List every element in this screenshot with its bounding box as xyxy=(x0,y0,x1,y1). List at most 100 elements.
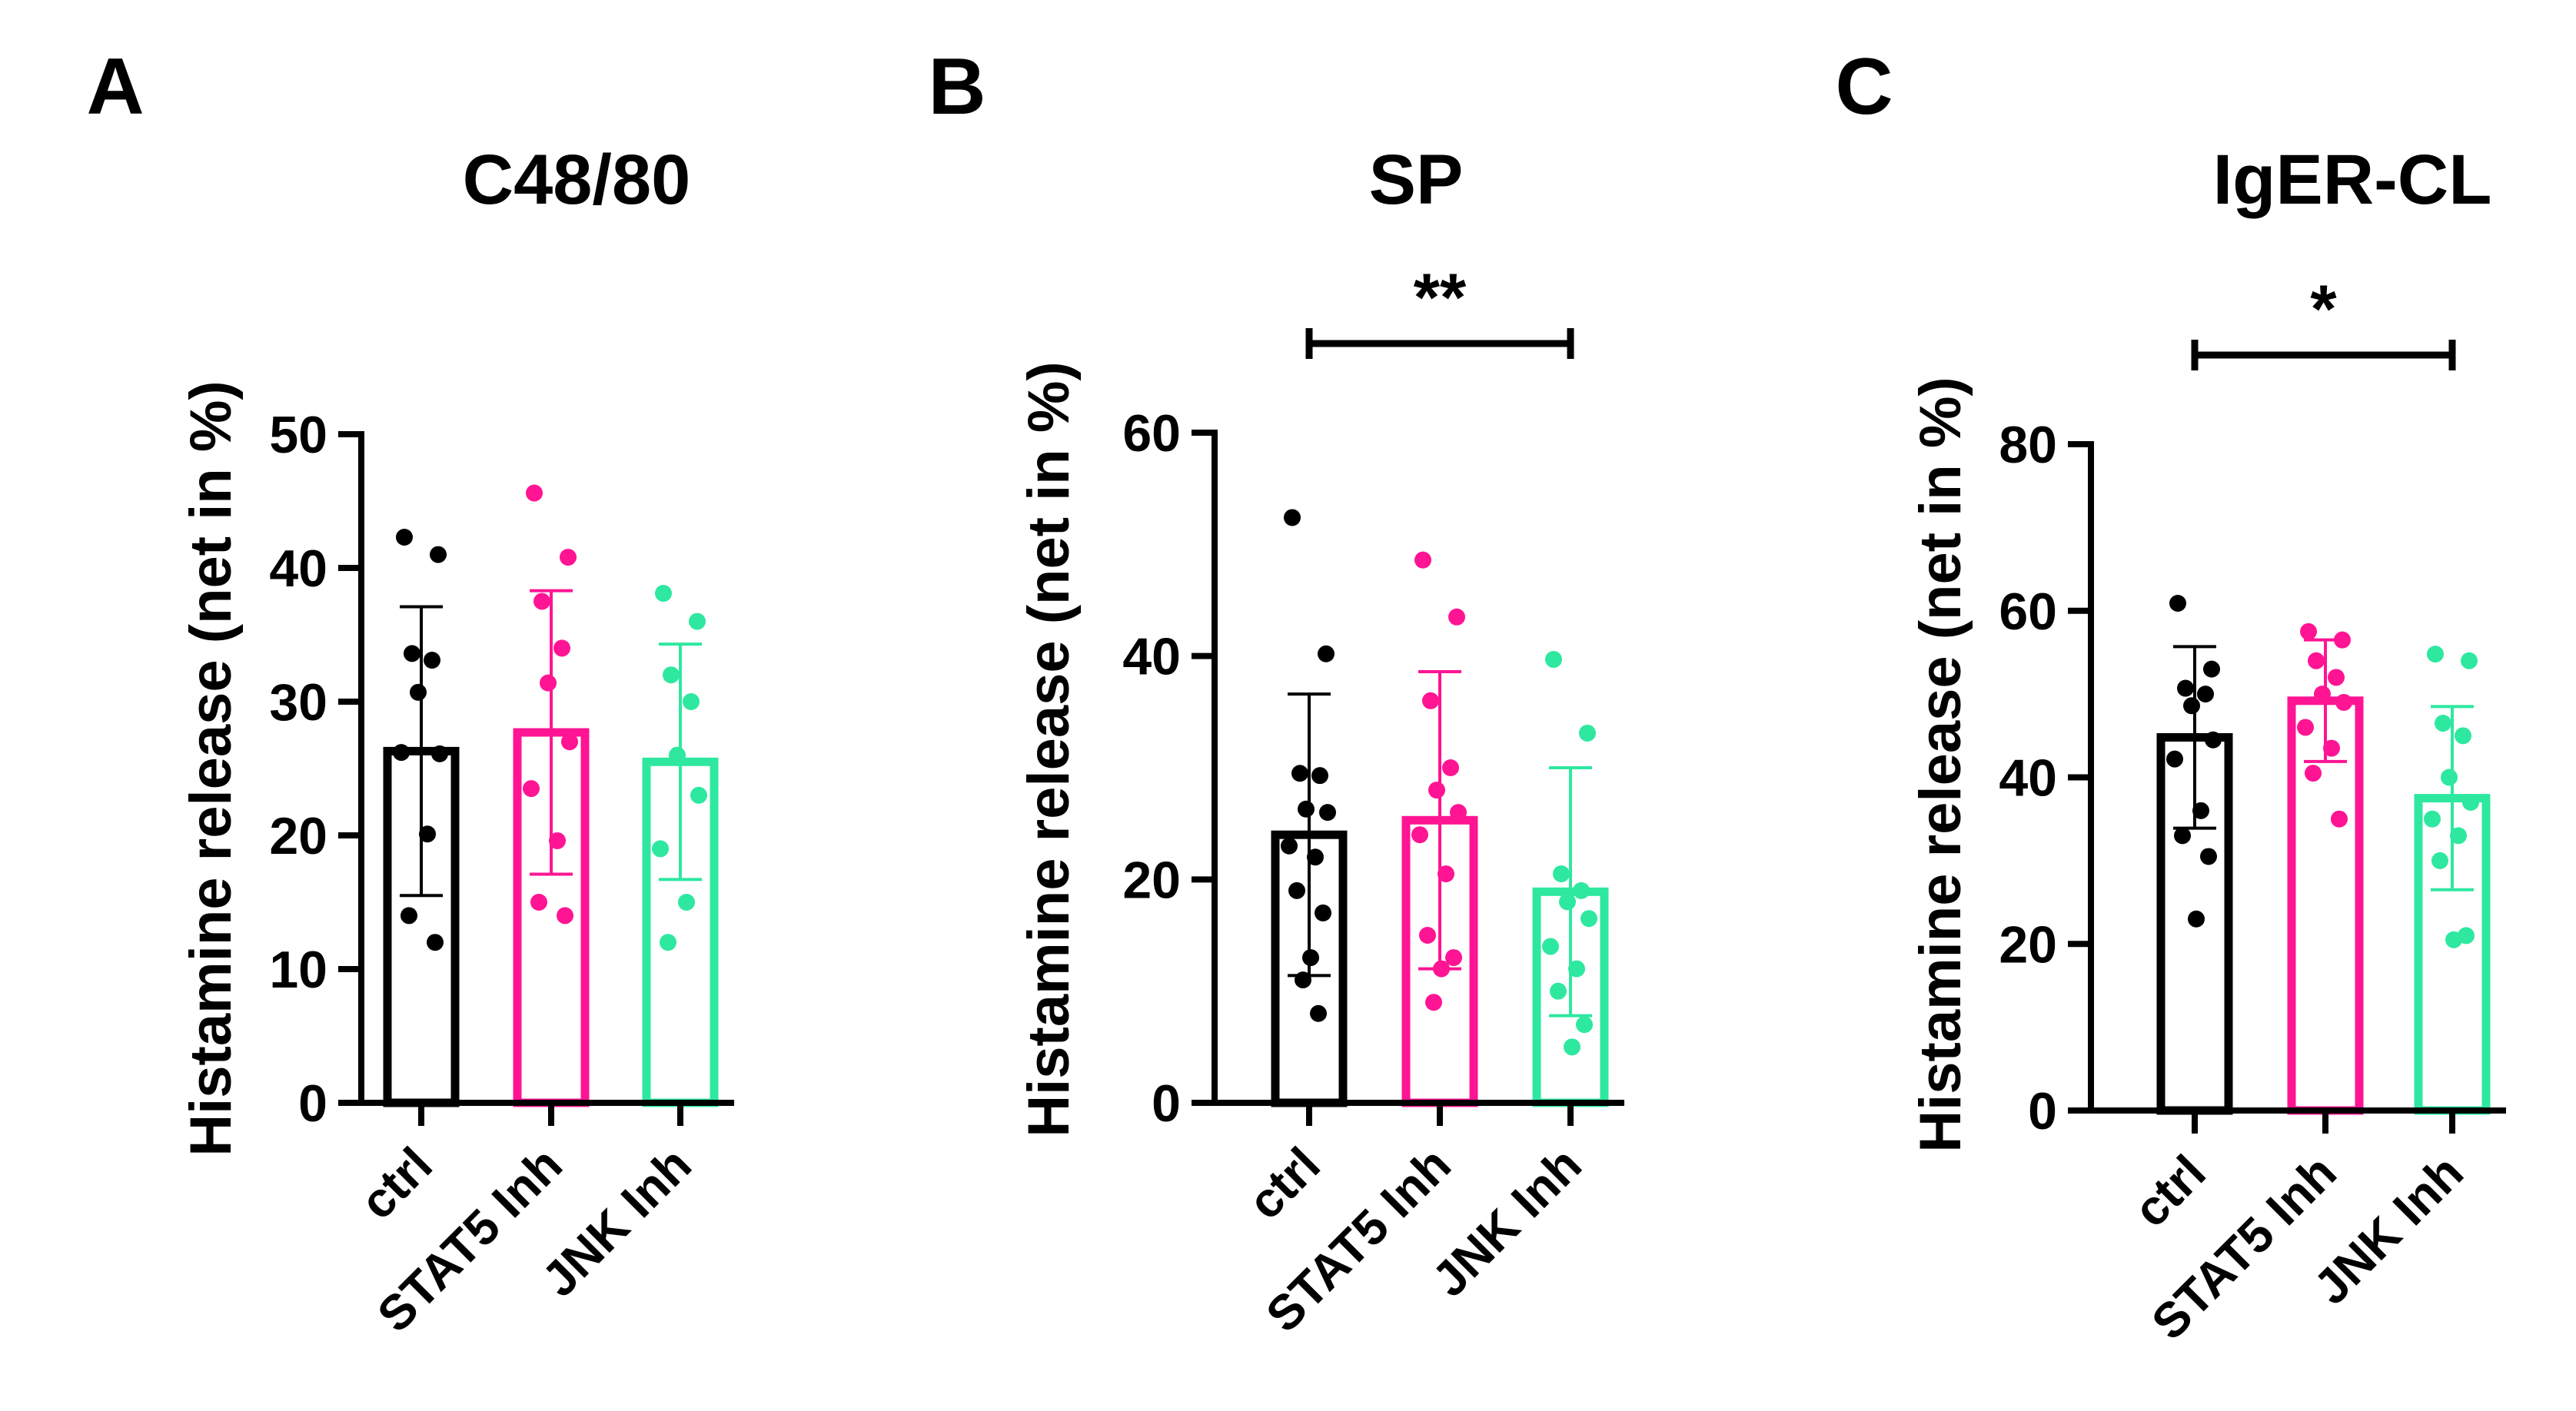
data-point xyxy=(2300,622,2317,640)
y-axis-label: Histamine release (net in %) xyxy=(1908,377,1973,1152)
data-point xyxy=(1438,865,1454,883)
data-point xyxy=(2174,827,2191,845)
data-point xyxy=(430,546,447,563)
data-point xyxy=(431,745,448,762)
data-point xyxy=(540,674,557,692)
y-tick-label: 40 xyxy=(1999,749,2057,808)
significance-label: * xyxy=(2310,271,2337,347)
data-point xyxy=(2308,652,2325,669)
data-point xyxy=(2455,727,2471,745)
chart-title: SP xyxy=(1369,141,1464,219)
data-point xyxy=(1445,949,1462,967)
y-axis-label: Histamine release (net in %) xyxy=(178,380,244,1156)
y-axis-label: Histamine release (net in %) xyxy=(1016,361,1082,1137)
data-point xyxy=(1542,938,1559,955)
data-point xyxy=(2328,669,2345,686)
chart-title: IgER-CL xyxy=(2213,141,2492,219)
data-point xyxy=(2188,910,2205,928)
data-point xyxy=(2450,827,2467,845)
data-point xyxy=(1422,692,1439,709)
data-point xyxy=(2297,719,2314,736)
x-tick-label: ctrl xyxy=(1238,1137,1331,1230)
y-tick-label: 60 xyxy=(1999,583,2057,641)
data-point xyxy=(2177,679,2194,697)
data-point xyxy=(2334,631,2351,649)
data-point xyxy=(2461,652,2478,669)
data-point xyxy=(2183,697,2200,715)
data-point xyxy=(2435,715,2451,732)
data-point xyxy=(1311,767,1328,785)
data-point xyxy=(669,746,686,764)
data-point xyxy=(1433,960,1450,978)
data-point xyxy=(1448,608,1465,626)
data-point xyxy=(1318,645,1335,662)
data-point xyxy=(1411,826,1428,844)
data-point xyxy=(2441,769,2458,786)
y-tick-label: 60 xyxy=(1122,404,1181,463)
y-tick-label: 20 xyxy=(269,807,327,865)
data-point xyxy=(557,907,573,925)
significance-label: ** xyxy=(1414,259,1467,335)
data-point xyxy=(1545,651,1562,669)
y-tick-label: 20 xyxy=(1999,915,2057,974)
data-point xyxy=(530,894,547,911)
data-point xyxy=(401,907,417,925)
data-point xyxy=(1442,759,1459,776)
data-point xyxy=(410,683,427,701)
data-point xyxy=(396,528,413,546)
data-point xyxy=(2166,750,2183,768)
data-point xyxy=(427,934,444,951)
data-point xyxy=(678,894,695,911)
data-point xyxy=(2197,686,2214,703)
data-point xyxy=(561,733,578,751)
data-point xyxy=(1310,1004,1327,1022)
data-point xyxy=(419,825,436,843)
data-point xyxy=(1553,865,1570,883)
chart-title: C48/80 xyxy=(463,141,691,219)
data-point xyxy=(1428,782,1445,799)
x-tick-label: ctrl xyxy=(350,1137,443,1230)
data-point xyxy=(2335,693,2352,711)
data-point xyxy=(2323,739,2340,757)
data-point xyxy=(2203,660,2220,678)
data-point xyxy=(683,693,700,710)
data-point xyxy=(1302,949,1319,967)
data-point xyxy=(2427,646,2444,663)
data-point xyxy=(549,832,566,849)
data-point xyxy=(1319,804,1336,822)
data-point xyxy=(1573,881,1590,899)
y-tick-label: 10 xyxy=(269,941,327,999)
y-tick-label: 80 xyxy=(1999,416,2057,474)
data-point xyxy=(2331,810,2348,828)
data-point xyxy=(1564,1038,1581,1056)
data-point xyxy=(1315,904,1331,921)
data-point xyxy=(1559,893,1576,911)
data-point xyxy=(553,639,570,657)
data-point xyxy=(2462,794,2479,812)
y-tick-label: 30 xyxy=(269,673,327,732)
data-point xyxy=(1425,994,1442,1011)
data-point xyxy=(1295,971,1311,989)
x-tick-label: ctrl xyxy=(2123,1144,2216,1237)
data-point xyxy=(560,549,577,566)
data-point xyxy=(2445,931,2462,948)
data-point xyxy=(1414,551,1431,569)
panel-letter: B xyxy=(928,42,986,131)
data-point xyxy=(2305,765,2322,782)
data-point xyxy=(1568,960,1585,978)
data-point xyxy=(2314,686,2331,703)
y-tick-label: 20 xyxy=(1122,851,1181,909)
data-point xyxy=(526,484,543,502)
data-point xyxy=(2424,810,2441,828)
data-point xyxy=(655,585,672,603)
data-point xyxy=(1450,804,1467,822)
data-point xyxy=(2192,802,2209,819)
data-point xyxy=(2169,594,2186,612)
panel-c: C IgER-CL Histamine release (net in %) ctrl… xyxy=(1835,42,2506,1350)
data-point xyxy=(1576,1016,1593,1034)
data-point xyxy=(393,744,410,762)
data-point xyxy=(2205,731,2222,749)
